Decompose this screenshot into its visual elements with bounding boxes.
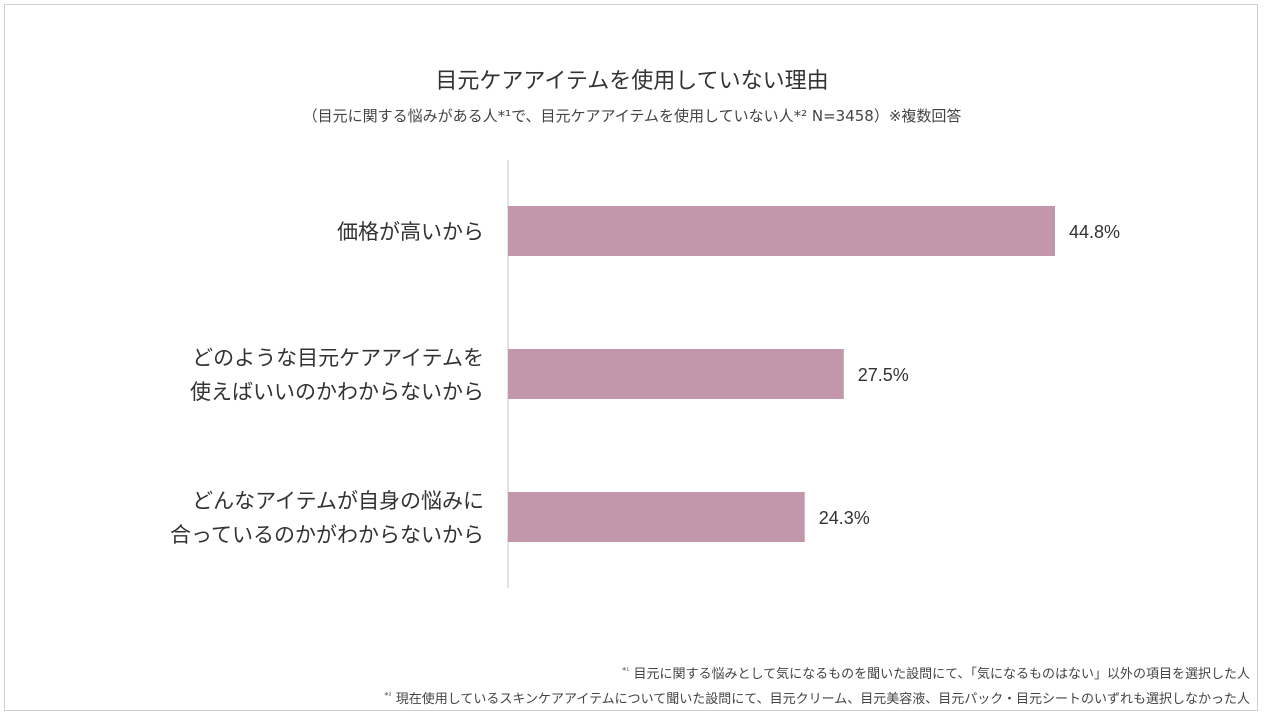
bar-1: [508, 206, 1055, 256]
footnotes: *¹ 目元に関する悩みとして気になるものを聞いた設問にて、「気になるものはない」…: [384, 660, 1250, 710]
category-label-3-line-1: どんなアイテムが自身の悩みに: [192, 489, 484, 513]
footnote-2-mark: *²: [384, 691, 392, 700]
footnote-2-text: 現在使用しているスキンケアアイテムについて聞いた設問にて、目元クリーム、目元美容…: [395, 692, 1250, 707]
category-label-2-line-1: どのような目元ケアアイテムを: [192, 346, 484, 370]
chart-subtitle: （目元に関する悩みがある人*¹で、目元ケアアイテムを使用していない人*² N=3…: [302, 107, 962, 125]
category-label-2-line-2: 使えばいいのかわからないから: [190, 380, 484, 404]
data-label-2: 27.5%: [858, 365, 909, 385]
bar-3: [508, 492, 805, 542]
data-label-3: 24.3%: [819, 508, 870, 528]
category-label-1-line-1: 価格が高いから: [337, 220, 484, 244]
footnote-1-mark: *¹: [622, 666, 630, 675]
footnote-1-text: 目元に関する悩みとして気になるものを聞いた設問にて、「気になるものはない」以外の…: [633, 667, 1250, 682]
footnote-1: *¹ 目元に関する悩みとして気になるものを聞いた設問にて、「気になるものはない」…: [384, 660, 1250, 685]
data-label-1: 44.8%: [1069, 222, 1120, 242]
footnote-2: *² 現在使用しているスキンケアアイテムについて聞いた設問にて、目元クリーム、目…: [384, 685, 1250, 710]
bar-2: [508, 349, 844, 399]
category-label-3-line-2: 合っているのかがわからないから: [170, 523, 484, 547]
chart-title: 目元ケアアイテムを使用していない理由: [435, 69, 829, 94]
